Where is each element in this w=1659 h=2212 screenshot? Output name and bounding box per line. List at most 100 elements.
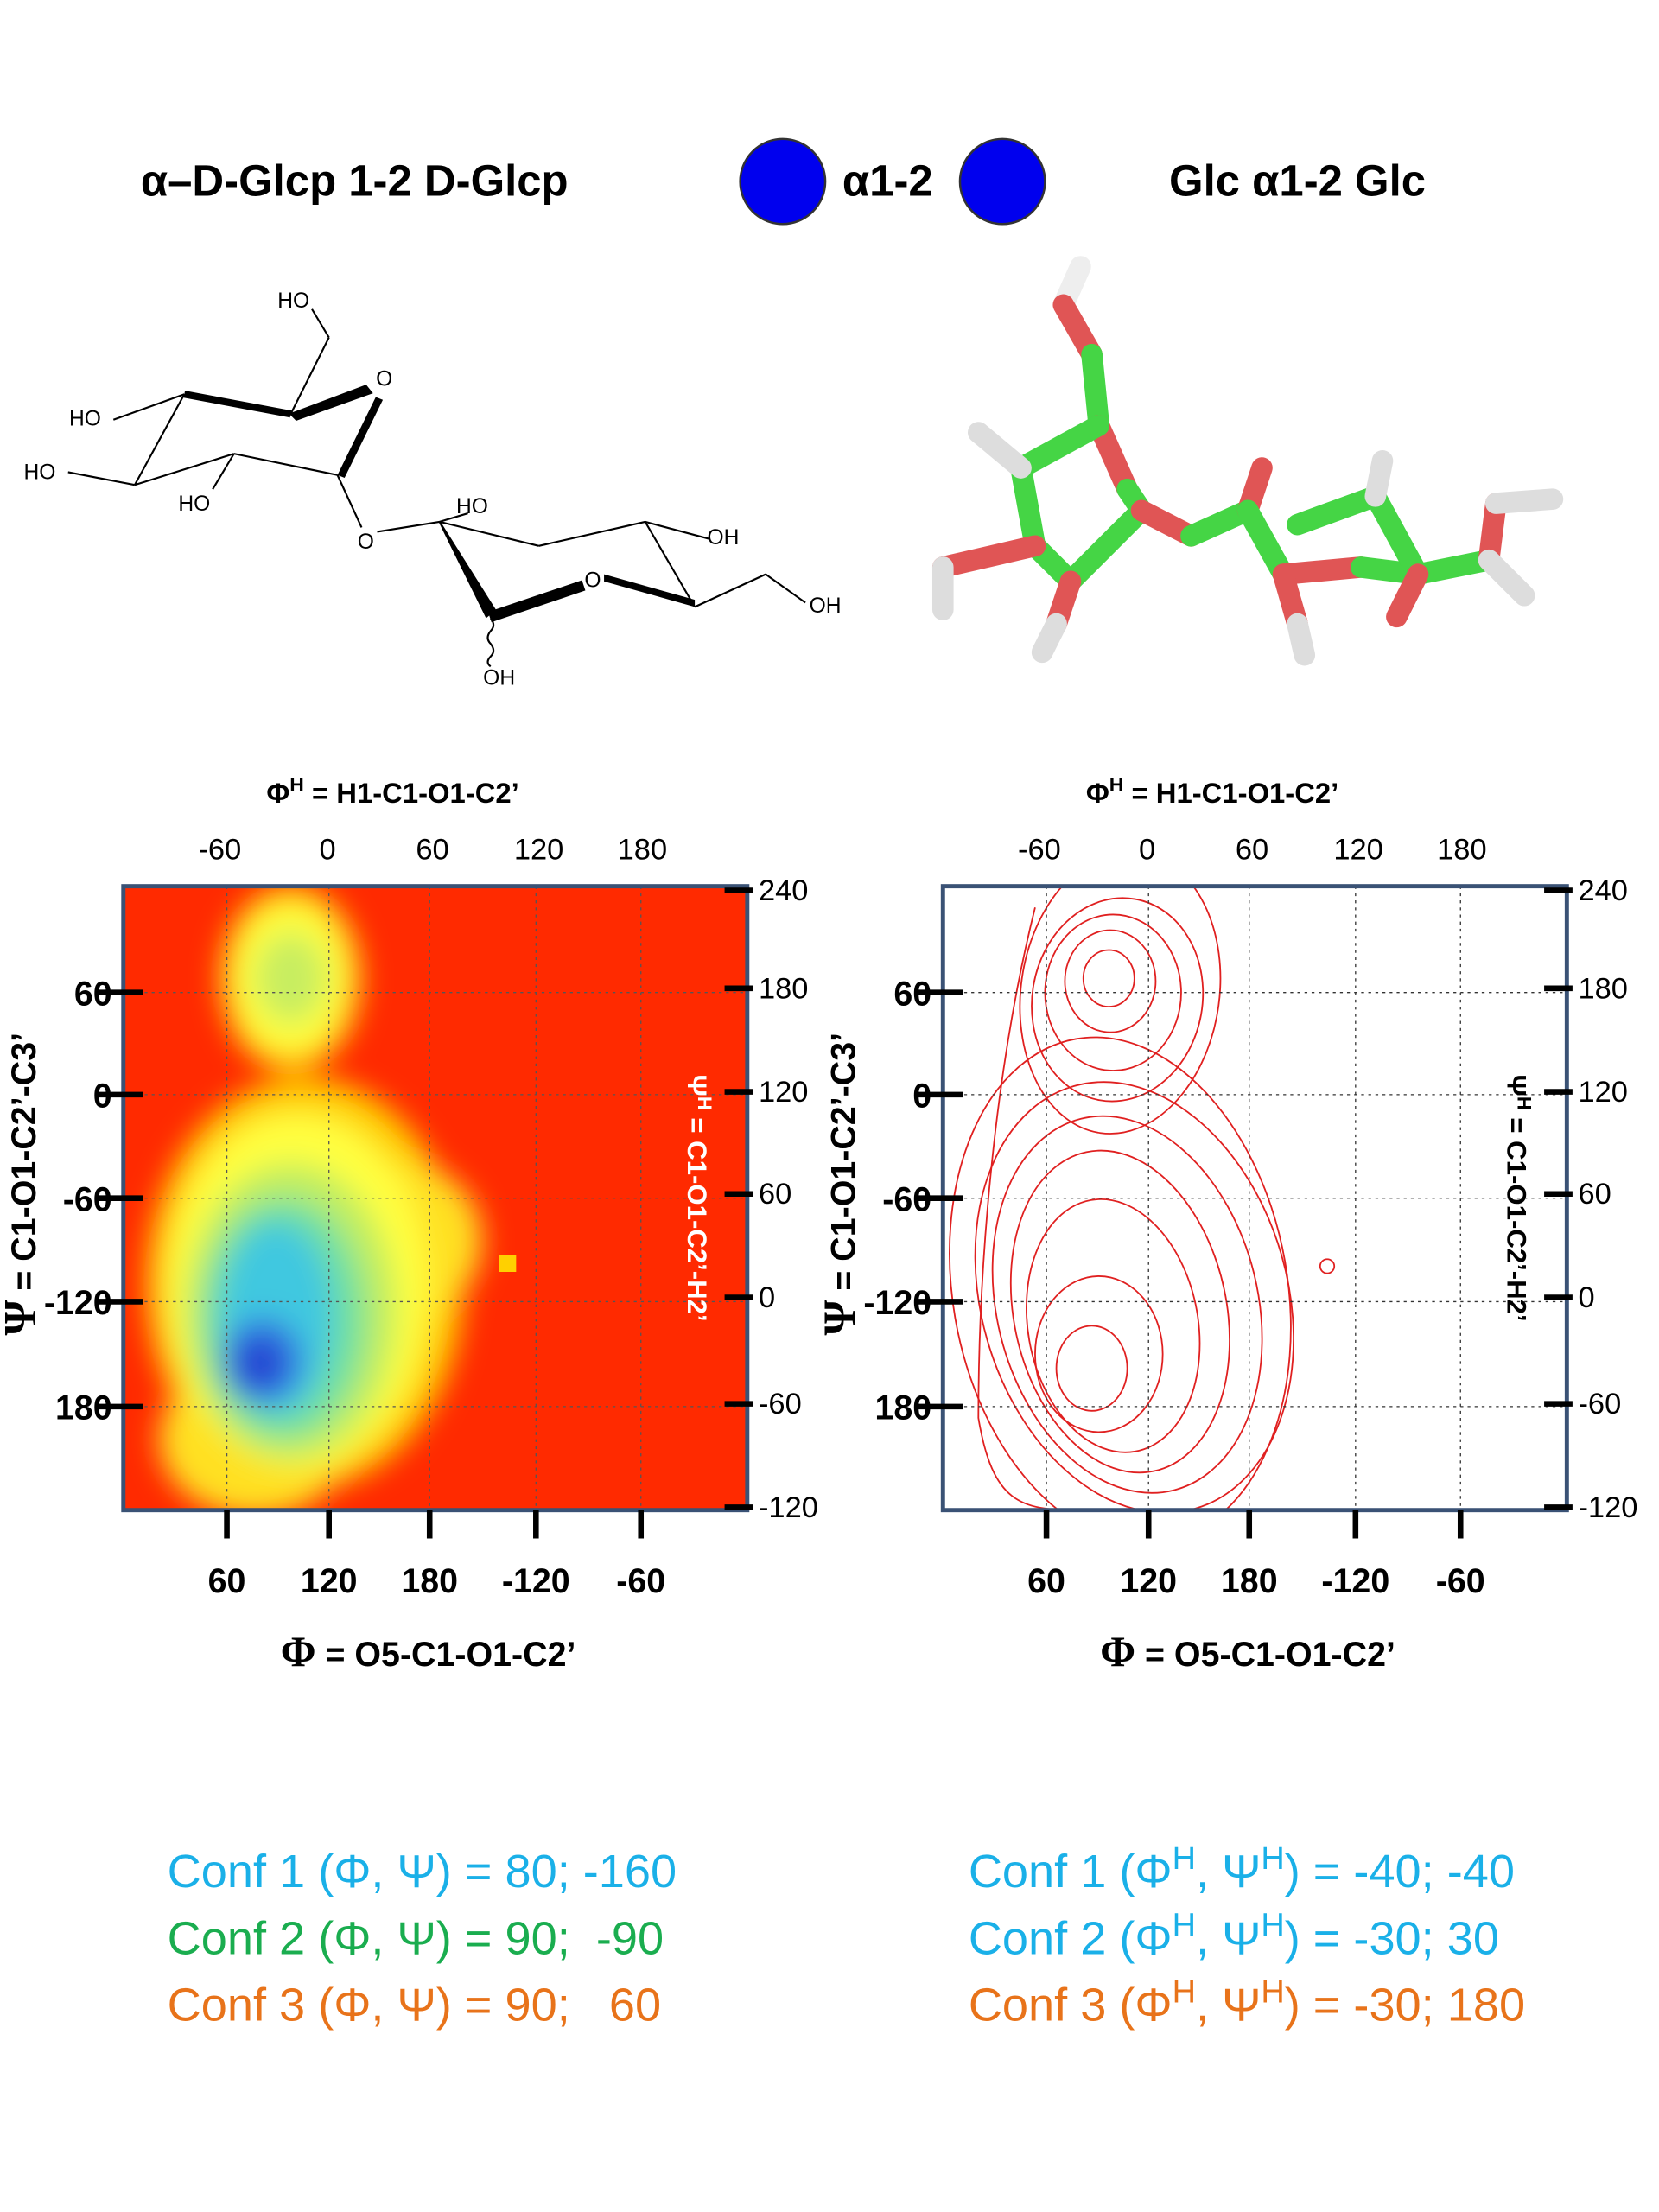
bottom-axis-label: Φ = O5-C1-O1-C2’ (281, 1628, 576, 1675)
conformation-line: Conf 2 (Φ, Ψ) = 90; -90 (168, 1912, 664, 1964)
left-tick-label: 0 (912, 1077, 931, 1116)
atom-label: O (358, 531, 374, 554)
text-part: = C1-O1-C2’-C3’ (5, 1033, 43, 1300)
top-tick-label: 120 (1333, 833, 1382, 866)
atom-label: HO (69, 407, 101, 430)
right-tick-label: 180 (759, 972, 808, 1005)
contour-plot (949, 886, 1336, 1510)
conformation-line: Conf 2 (ΦH, ΨH) = -30; 30 (969, 1907, 1499, 1964)
conformation-line: Conf 1 (ΦH, ΨH) = -40; -40 (969, 1840, 1515, 1897)
text-part: Conf 3 (Φ, Ψ) = 90; 60 (168, 1979, 661, 2031)
text-part: ) = -30; 180 (1285, 1979, 1525, 2031)
atom-label: O (376, 367, 392, 391)
top-tick-label: 60 (1236, 833, 1268, 866)
bottom-tick-label: 180 (401, 1562, 458, 1600)
plot: -60 0 60 120 180 240 180 120 60 0 -60 -120 60 0 -60 -12… (816, 773, 1638, 1675)
bottom-tick-label: 120 (301, 1562, 358, 1600)
left-tick-label: 60 (893, 975, 931, 1013)
bottom-tick-label: -60 (616, 1562, 665, 1600)
text-part: H (1261, 1840, 1284, 1877)
top-tick-label: -60 (198, 833, 241, 866)
atom-label: HO (178, 493, 210, 516)
right-tick-label: -60 (759, 1388, 802, 1421)
text-part: ) = -30; 30 (1285, 1912, 1499, 1964)
left-title: α–D-Glcp 1-2 D-Glcp (141, 156, 569, 205)
right-tick-label: -120 (759, 1491, 818, 1524)
text-part: = O5-C1-O1-C2’ (316, 1636, 576, 1674)
text-part: H (694, 1096, 715, 1110)
text-part: Φ (1086, 777, 1109, 809)
bottom-tick-label: 180 (1221, 1562, 1278, 1600)
bottom-tick-label: 60 (208, 1562, 246, 1600)
left-axis-label: Ψ = C1-O1-C2’-C3’ (816, 1033, 866, 1336)
text-part: H (1261, 1907, 1284, 1943)
top-tick-label: 180 (618, 833, 667, 866)
right-tick-label: -120 (1578, 1491, 1637, 1524)
bottom-axis-label: Φ = O5-C1-O1-C2’ (1100, 1628, 1395, 1675)
right-tick-label: 240 (759, 874, 808, 907)
atom-label: HO (277, 289, 309, 313)
top-tick-label: -60 (1018, 833, 1061, 866)
plots: -60 0 60 120 180 240 180 120 60 0 -60 -120 60 0 -60 -12… (0, 773, 1637, 1675)
bottom-tick-label: 60 (1027, 1562, 1065, 1600)
left-tick-label: -60 (882, 1180, 931, 1218)
linkage-label: α1-2 (842, 156, 933, 205)
text-part: Conf 2 (Φ, Ψ) = 90; -90 (168, 1912, 664, 1964)
conformation-line: Conf 3 (Φ, Ψ) = 90; 60 (168, 1979, 661, 2031)
left-tick-label: -120 (863, 1284, 931, 1322)
chemical-structure (67, 308, 806, 668)
bottom-tick-label: -60 (1436, 1562, 1485, 1600)
text-part: = C1-O1-C2’-H2’ (682, 1110, 712, 1322)
top-axis-label: ΦH = H1-C1-O1-C2’ (1086, 773, 1338, 809)
text-part: Ψ (682, 1075, 712, 1096)
text-part: , Ψ (1196, 1912, 1261, 1964)
left-tick-label: 180 (874, 1389, 931, 1427)
text-part: H (1514, 1096, 1535, 1110)
right-tick-label: -60 (1578, 1388, 1621, 1421)
atom-label: OH (810, 594, 842, 618)
text-part: = C1-O1-C2’-H2’ (1501, 1110, 1531, 1322)
text-part: = C1-O1-C2’-C3’ (825, 1033, 863, 1300)
atom-label: O (584, 569, 601, 592)
text-part: , Ψ (1196, 1979, 1261, 2031)
left-tick-label: -60 (63, 1180, 112, 1218)
text-part: Conf 1 (Φ, Ψ) = 80; -160 (168, 1846, 677, 1897)
glc-symbol (958, 137, 1046, 226)
left-axis-label: Ψ = C1-O1-C2’-C3’ (0, 1033, 46, 1336)
right-tick-label: 180 (1578, 972, 1627, 1005)
right-axis-label: ΨH = C1-O1-C2’-H2’ (682, 1075, 716, 1322)
text-part: Conf 1 (Φ (969, 1846, 1173, 1897)
conformations: Conf 1 (Φ, Ψ) = 80; -160 Conf 2 (Φ, Ψ) = … (168, 1840, 1525, 2031)
text-part: Φ (1100, 1628, 1135, 1675)
atom-label: HO (456, 495, 488, 518)
bottom-tick-label: 120 (1120, 1562, 1177, 1600)
top-tick-label: 0 (319, 833, 335, 866)
atom-label: OH (707, 526, 739, 550)
left-tick-label: -120 (44, 1284, 112, 1322)
right-tick-label: 60 (1578, 1178, 1611, 1211)
right-axis-label: ΨH = C1-O1-C2’-H2’ (1501, 1075, 1535, 1322)
text-part: H (1173, 1974, 1196, 2010)
bottom-tick-label: -120 (502, 1562, 570, 1600)
right-tick-label: 240 (1578, 874, 1627, 907)
atom-label: OH (483, 667, 515, 690)
heatmap (123, 886, 747, 1510)
text-part: Φ (266, 777, 289, 809)
top-axis-label: ΦH = H1-C1-O1-C2’ (266, 773, 518, 809)
text-part: ) = -40; -40 (1285, 1846, 1515, 1897)
top-tick-label: 0 (1139, 833, 1155, 866)
top-tick-label: 120 (514, 833, 563, 866)
text-part: Φ (281, 1628, 316, 1675)
text-part: , Ψ (1196, 1846, 1261, 1897)
text-part: = H1-C1-O1-C2’ (304, 777, 519, 809)
text-part: H (1173, 1907, 1196, 1943)
bottom-tick-label: -120 (1321, 1562, 1389, 1600)
glc-symbol (739, 137, 827, 226)
right-tick-label: 0 (1578, 1281, 1594, 1314)
left-tick-label: 180 (55, 1389, 112, 1427)
left-tick-label: 60 (74, 975, 112, 1013)
text-part: Ψ (0, 1300, 46, 1336)
text-part: Conf 3 (Φ (969, 1979, 1173, 2031)
